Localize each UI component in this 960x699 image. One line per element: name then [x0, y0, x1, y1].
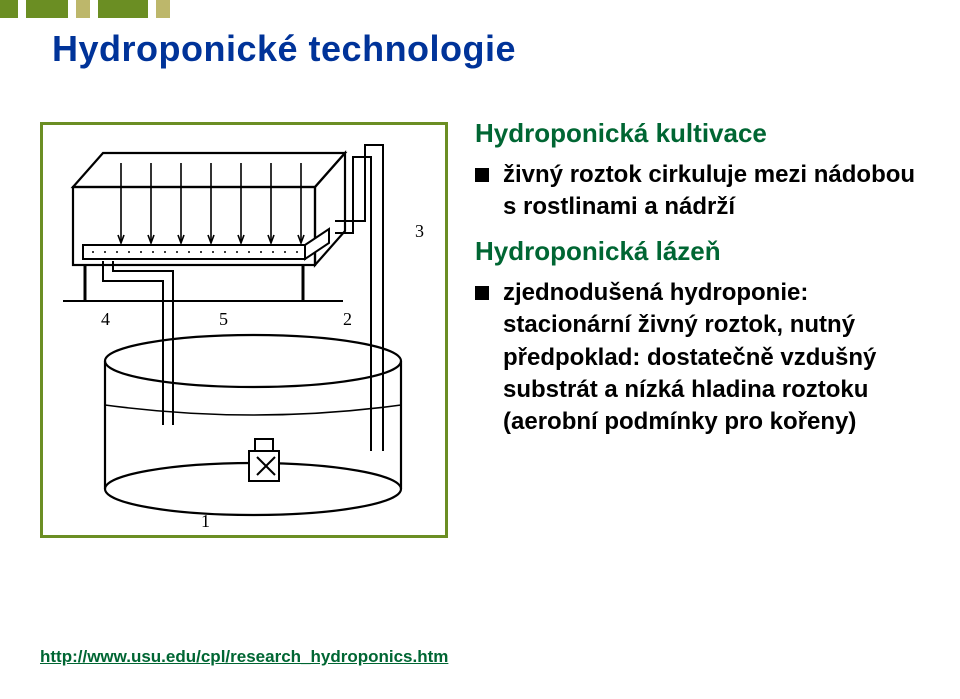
content-column: Hydroponická kultivace živný roztok cirk… — [475, 118, 925, 447]
decor-box — [18, 0, 26, 18]
decor-box — [90, 0, 98, 18]
bullet-1: živný roztok cirkuluje mezi nádobou s ro… — [475, 159, 925, 224]
diagram-frame: 3 4 5 2 1 — [40, 122, 448, 538]
diagram-label-2: 2 — [343, 309, 352, 329]
decor-box — [68, 0, 76, 18]
subheading-1: Hydroponická kultivace — [475, 118, 925, 149]
decor-box — [148, 0, 156, 18]
diagram-label-3: 3 — [415, 221, 424, 241]
diagram-label-1: 1 — [201, 511, 210, 531]
bullet-2: zjednodušená hydroponie: stacionární živ… — [475, 277, 925, 439]
bullet-marker — [475, 168, 489, 182]
bullet-1-text: živný roztok cirkuluje mezi nádobou s ro… — [503, 159, 925, 224]
bullet-marker — [475, 286, 489, 300]
decor-box — [26, 0, 68, 18]
decor-box — [156, 0, 170, 18]
decor-box — [76, 0, 90, 18]
diagram-label-4: 4 — [101, 309, 110, 329]
footer-link[interactable]: http://www.usu.edu/cpl/research_hydropon… — [40, 647, 448, 667]
decor-strip — [0, 0, 170, 18]
decor-box — [98, 0, 148, 18]
bullet-2-text: zjednodušená hydroponie: stacionární živ… — [503, 277, 925, 439]
bullet-2-main: zjednodušená hydroponie: stacionární živ… — [503, 279, 876, 403]
diagram-label-5: 5 — [219, 309, 228, 329]
hydroponics-diagram: 3 4 5 2 1 — [43, 125, 445, 535]
decor-box — [0, 0, 18, 18]
bullet-2-suffix: (aerobní podmínky pro kořeny) — [503, 408, 856, 435]
slide-title: Hydroponické technologie — [52, 28, 516, 70]
subheading-2: Hydroponická lázeň — [475, 236, 925, 267]
